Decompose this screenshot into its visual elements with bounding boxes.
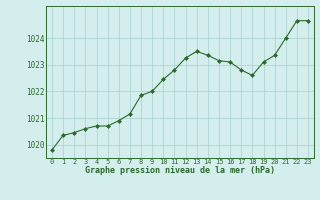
X-axis label: Graphe pression niveau de la mer (hPa): Graphe pression niveau de la mer (hPa) [85,166,275,175]
